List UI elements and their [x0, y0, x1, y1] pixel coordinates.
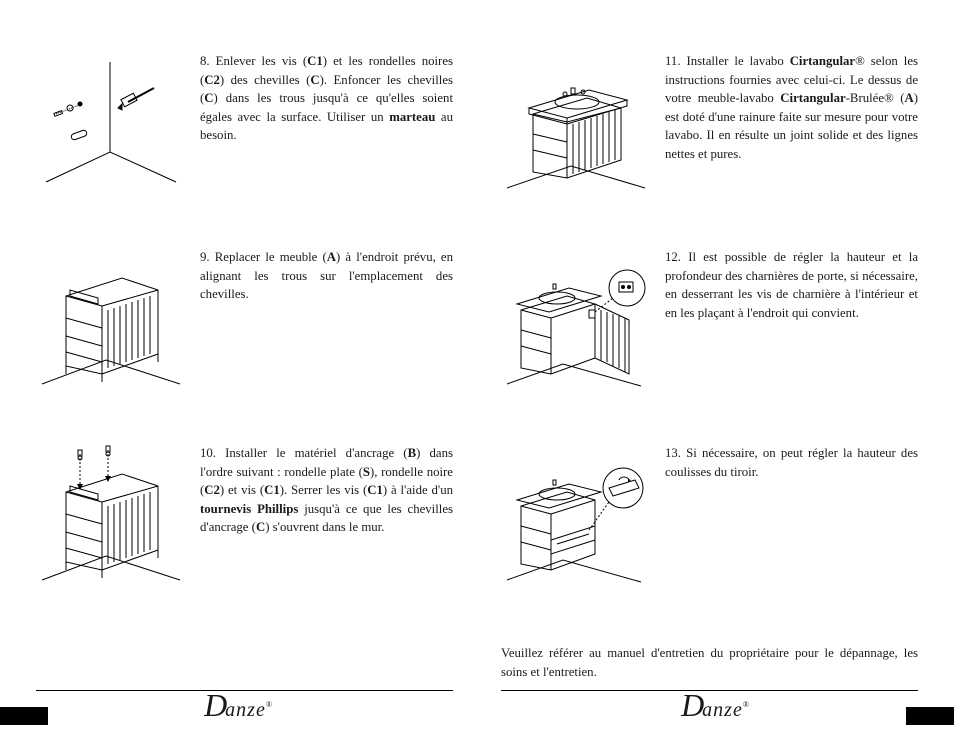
step-11-text: 11. Installer le lavabo Cirtangular® sel… [665, 52, 918, 163]
brand-logo-left: Danze® [204, 687, 273, 724]
step-9-illustration [36, 248, 184, 396]
step-13-illustration [501, 444, 649, 592]
page-marker-right [906, 707, 954, 725]
brand-logo-right: Danze® [681, 687, 750, 724]
step-11: 11. Installer le lavabo Cirtangular® sel… [501, 52, 918, 200]
footer-logos: Danze® Danze® [0, 687, 954, 724]
step-8-illustration [36, 52, 184, 200]
step-9-text: 9. Replacer le meuble (A) à l'endroit pr… [200, 248, 453, 304]
step-12-illustration [501, 248, 649, 396]
step-12-text: 12. Il est possible de régler la hauteur… [665, 248, 918, 322]
step-11-illustration [501, 52, 649, 200]
step-10-text: 10. Installer le matériel d'ancrage (B) … [200, 444, 453, 537]
step-8-text: 8. Enlever les vis (C1) et les rondelles… [200, 52, 453, 145]
step-8: 8. Enlever les vis (C1) et les rondelles… [36, 52, 453, 200]
step-13: 13. Si nécessaire, on peut régler la hau… [501, 444, 918, 592]
step-12: 12. Il est possible de régler la hauteur… [501, 248, 918, 396]
step-9: 9. Replacer le meuble (A) à l'endroit pr… [36, 248, 453, 396]
step-10-illustration [36, 444, 184, 592]
step-10: 10. Installer le matériel d'ancrage (B) … [36, 444, 453, 592]
closing-note: Veuillez référer au manuel d'entretien d… [501, 644, 918, 681]
step-13-text: 13. Si nécessaire, on peut régler la hau… [665, 444, 918, 481]
page-marker-left [0, 707, 48, 725]
